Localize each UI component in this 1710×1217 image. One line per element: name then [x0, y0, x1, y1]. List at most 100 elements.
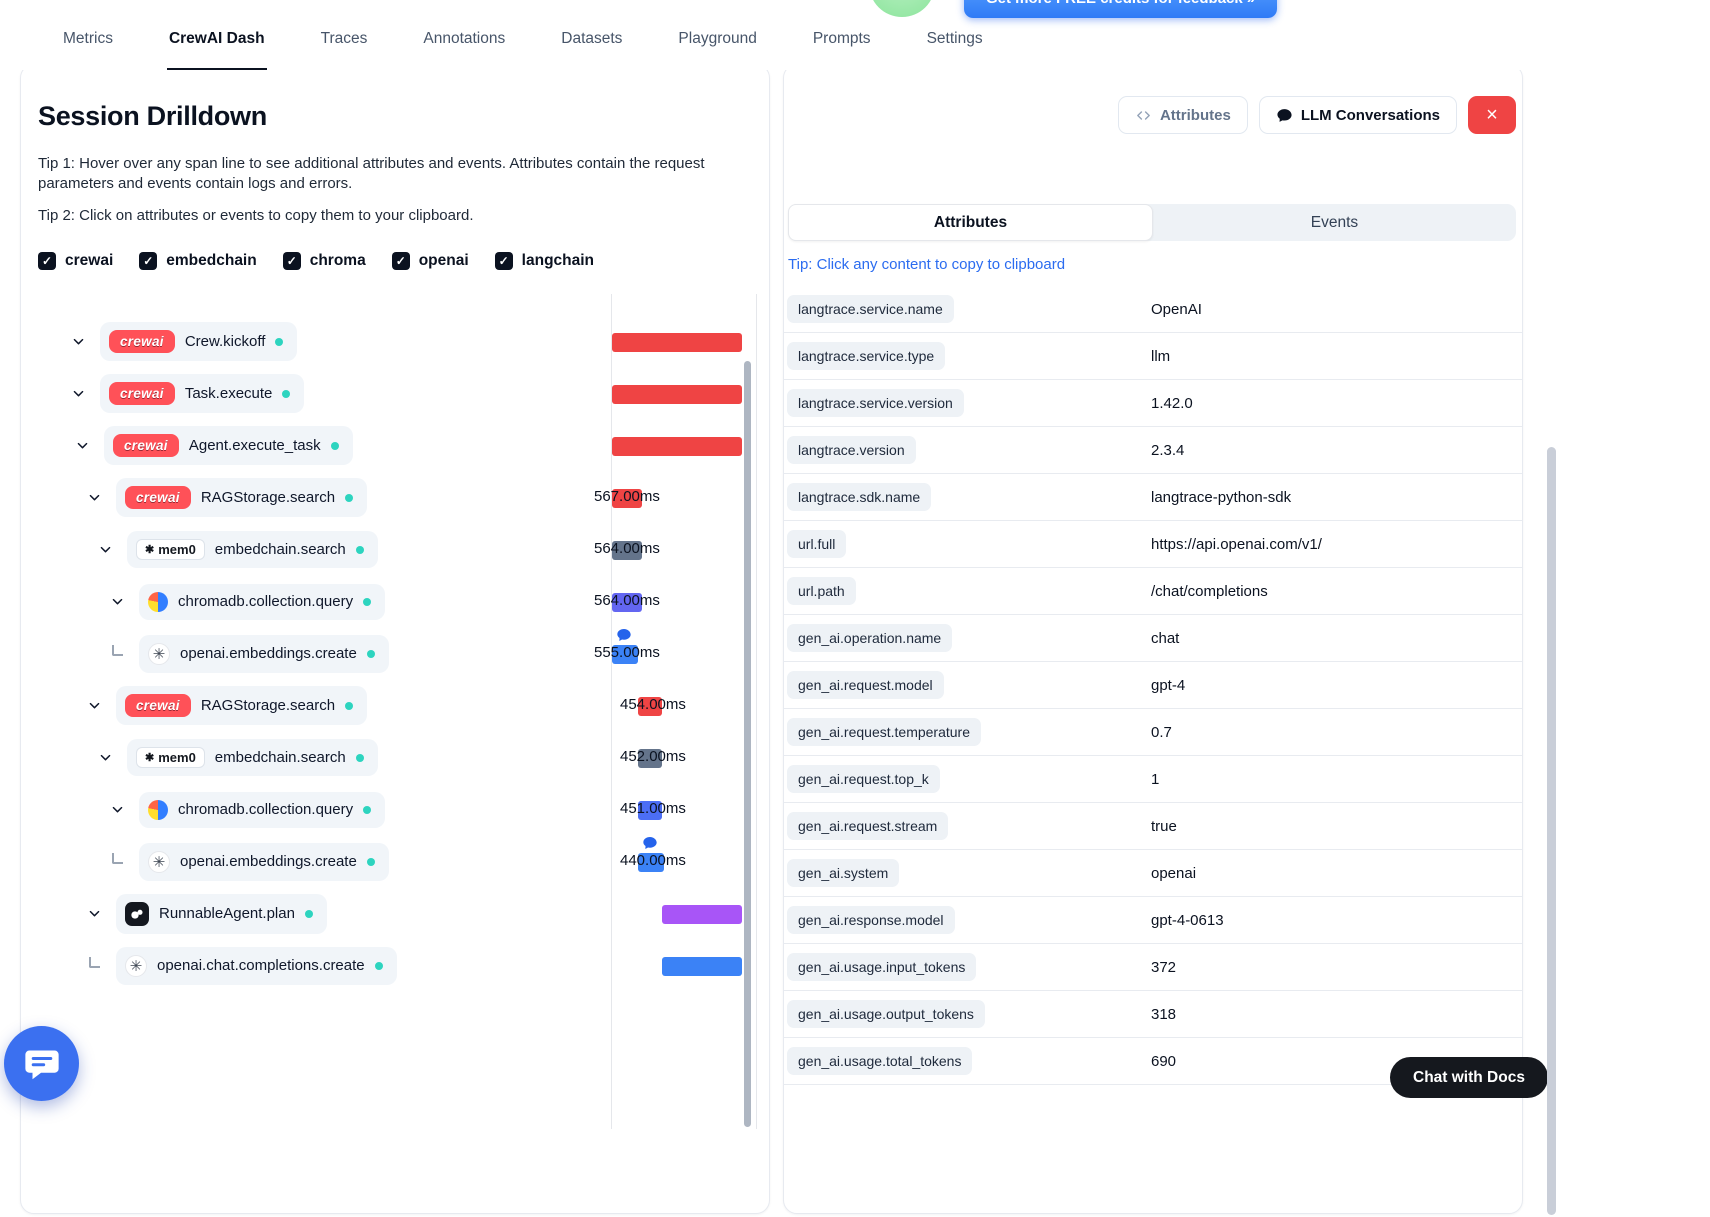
chevron-down-icon[interactable] [109, 802, 125, 817]
span-pill[interactable]: crewai Crew.kickoff [100, 322, 298, 361]
attr-key[interactable]: gen_ai.usage.input_tokens [787, 953, 977, 981]
tab-settings[interactable]: Settings [926, 30, 983, 47]
attr-key[interactable]: langtrace.service.version [787, 389, 964, 417]
filter-langchain[interactable]: ✓ langchain [494, 251, 594, 270]
attr-value[interactable]: /chat/completions [1151, 582, 1268, 600]
attr-key[interactable]: langtrace.service.name [787, 295, 954, 323]
attr-key[interactable]: langtrace.sdk.name [787, 483, 932, 511]
attr-value[interactable]: 372 [1151, 958, 1177, 976]
close-button[interactable]: × [1468, 96, 1516, 134]
attr-value[interactable]: true [1151, 817, 1177, 835]
span-row: ✱ mem0 embedchain.search 564.00ms [21, 524, 769, 576]
attr-value[interactable]: 2.3.4 [1151, 441, 1185, 459]
tree-scrollbar[interactable] [744, 360, 751, 1127]
attr-key[interactable]: gen_ai.request.model [787, 671, 944, 699]
attr-key[interactable]: gen_ai.request.top_k [787, 765, 940, 793]
span-bar[interactable] [612, 644, 638, 664]
chevron-down-icon[interactable] [74, 438, 90, 453]
chevron-down-icon[interactable] [97, 750, 113, 765]
chat-launcher-button[interactable] [4, 1026, 79, 1101]
span-pill[interactable]: chromadb.collection.query [139, 583, 386, 620]
span-bar[interactable] [612, 332, 742, 352]
span-pill[interactable]: crewai Task.execute [100, 374, 305, 413]
checkbox-icon[interactable]: ✓ [282, 251, 301, 270]
chat-with-docs-button[interactable]: Chat with Docs [1390, 1057, 1548, 1098]
chevron-down-icon[interactable] [70, 334, 86, 349]
page-title: Session Drilldown [38, 101, 267, 131]
attr-key[interactable]: gen_ai.system [787, 859, 900, 887]
attr-key[interactable]: gen_ai.usage.output_tokens [787, 1000, 985, 1028]
page-scrollbar[interactable] [1547, 447, 1556, 1215]
filter-chroma[interactable]: ✓ chroma [282, 251, 366, 270]
attr-value[interactable]: chat [1151, 629, 1180, 647]
attr-key[interactable]: gen_ai.request.stream [787, 812, 949, 840]
chevron-down-icon[interactable] [97, 542, 113, 557]
span-bar[interactable] [638, 800, 662, 820]
span-pill[interactable]: ✱ mem0 embedchain.search [127, 531, 378, 568]
tab-traces[interactable]: Traces [320, 30, 368, 47]
attr-value[interactable]: 1 [1151, 770, 1160, 788]
span-bar[interactable] [612, 384, 742, 404]
filter-embedchain[interactable]: ✓ embedchain [139, 251, 257, 270]
tab-datasets[interactable]: Datasets [561, 30, 623, 47]
span-pill[interactable]: ✳ openai.chat.completions.create [116, 946, 397, 985]
attr-value[interactable]: 0.7 [1151, 723, 1172, 741]
tab-crewai-dash[interactable]: CrewAI Dash [166, 6, 267, 70]
tab-playground[interactable]: Playground [678, 30, 757, 47]
attr-value[interactable]: OpenAI [1151, 300, 1202, 318]
free-credits-button[interactable]: Get more FREE credits for feedback » [964, 0, 1278, 18]
span-pill[interactable]: RunnableAgent.plan [116, 893, 327, 934]
chevron-down-icon[interactable] [109, 594, 125, 609]
attr-value[interactable]: 318 [1151, 1005, 1177, 1023]
attr-key[interactable]: gen_ai.usage.total_tokens [787, 1047, 973, 1075]
attributes-button[interactable]: Attributes [1117, 96, 1248, 134]
span-bar[interactable] [662, 904, 742, 924]
tab-prompts[interactable]: Prompts [812, 30, 871, 47]
span-bar[interactable] [612, 488, 642, 508]
attr-key[interactable]: langtrace.service.type [787, 342, 946, 370]
attr-key[interactable]: gen_ai.response.model [787, 906, 955, 934]
checkbox-icon[interactable]: ✓ [139, 251, 158, 270]
span-pill[interactable]: ✳ openai.embeddings.create [139, 842, 389, 881]
attr-value[interactable]: https://api.openai.com/v1/ [1151, 535, 1322, 553]
attr-value[interactable]: gpt-4 [1151, 676, 1186, 694]
span-bar[interactable] [612, 436, 742, 456]
attr-key[interactable]: gen_ai.operation.name [787, 624, 953, 652]
chevron-down-icon[interactable] [70, 386, 86, 401]
chevron-down-icon[interactable] [86, 698, 102, 713]
attr-key[interactable]: gen_ai.request.temperature [787, 718, 981, 746]
tab-events[interactable]: Events [1310, 213, 1359, 231]
chevron-down-icon[interactable] [86, 906, 102, 921]
attr-value[interactable]: 690 [1151, 1052, 1177, 1070]
span-pill[interactable]: chromadb.collection.query [139, 791, 386, 828]
attr-value[interactable]: gpt-4-0613 [1151, 911, 1224, 929]
tab-metrics[interactable]: Metrics [63, 30, 113, 47]
checkbox-icon[interactable]: ✓ [391, 251, 410, 270]
span-pill[interactable]: crewai RAGStorage.search [116, 478, 368, 517]
span-bar[interactable] [612, 540, 642, 560]
llm-conversations-button[interactable]: LLM Conversations [1258, 96, 1457, 134]
span-pill[interactable]: crewai Agent.execute_task [104, 426, 353, 465]
checkbox-icon[interactable]: ✓ [494, 251, 513, 270]
tab-annotations[interactable]: Annotations [423, 30, 506, 47]
attr-value[interactable]: llm [1151, 347, 1171, 365]
span-bar[interactable] [612, 592, 642, 612]
span-pill[interactable]: ✱ mem0 embedchain.search [127, 739, 378, 776]
span-pill[interactable]: ✳ openai.embeddings.create [139, 634, 389, 673]
span-bar[interactable] [662, 956, 742, 976]
span-pill[interactable]: crewai RAGStorage.search [116, 686, 368, 725]
attr-key[interactable]: url.path [787, 577, 856, 605]
attr-key[interactable]: url.full [787, 530, 847, 558]
filter-openai[interactable]: ✓ openai [391, 251, 469, 270]
filter-crewai[interactable]: ✓ crewai [38, 251, 113, 270]
attr-value[interactable]: openai [1151, 864, 1197, 882]
attr-value[interactable]: langtrace-python-sdk [1151, 488, 1292, 506]
attr-value[interactable]: 1.42.0 [1151, 394, 1193, 412]
span-bar[interactable] [638, 696, 662, 716]
checkbox-icon[interactable]: ✓ [38, 251, 56, 270]
chevron-down-icon[interactable] [86, 490, 102, 505]
tab-attributes[interactable]: Attributes [788, 204, 1153, 241]
span-bar[interactable] [638, 852, 664, 872]
attr-key[interactable]: langtrace.version [787, 436, 916, 464]
span-bar[interactable] [638, 748, 662, 768]
